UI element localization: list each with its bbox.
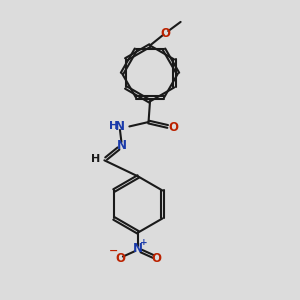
Text: N: N: [133, 242, 143, 255]
Text: H: H: [109, 122, 118, 131]
Text: H: H: [92, 154, 101, 164]
Text: −: −: [109, 246, 118, 256]
Text: N: N: [115, 120, 125, 133]
Text: O: O: [152, 252, 161, 265]
Text: N: N: [116, 139, 126, 152]
Text: +: +: [140, 238, 148, 247]
Text: O: O: [160, 27, 170, 40]
Text: O: O: [168, 121, 178, 134]
Text: O: O: [115, 252, 125, 265]
